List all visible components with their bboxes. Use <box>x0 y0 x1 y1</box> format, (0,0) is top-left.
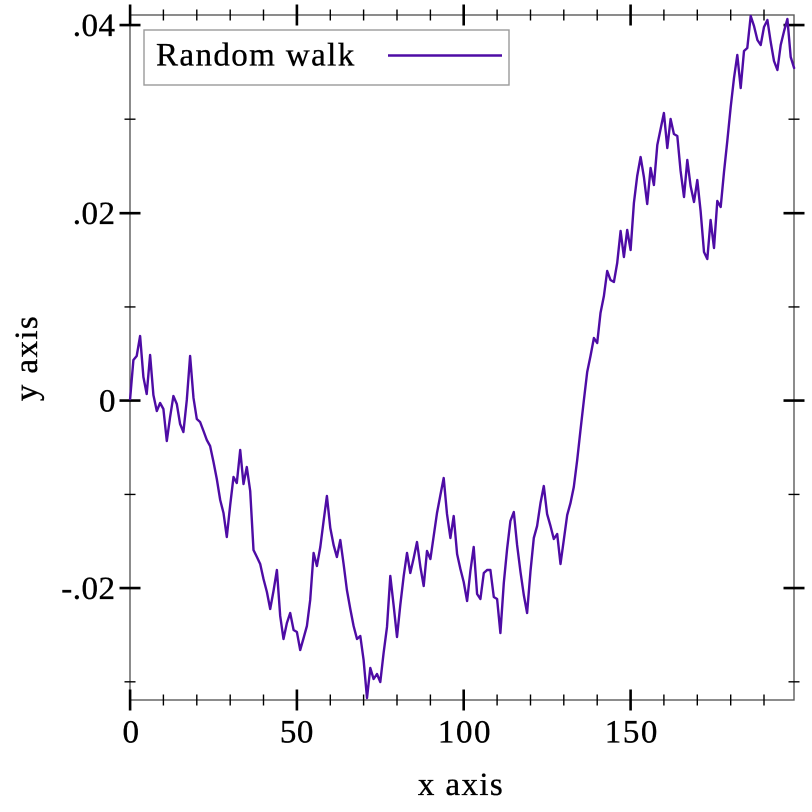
svg-text:0: 0 <box>99 384 116 420</box>
svg-text:.02: .02 <box>73 196 116 232</box>
svg-text:x axis: x axis <box>418 767 504 803</box>
svg-text:50: 50 <box>280 714 314 750</box>
svg-text:-.02: -.02 <box>61 571 115 607</box>
svg-text:y axis: y axis <box>9 315 45 401</box>
svg-text:150: 150 <box>605 714 659 750</box>
svg-text:100: 100 <box>438 714 492 750</box>
svg-text:Random walk: Random walk <box>156 37 356 73</box>
svg-text:.04: .04 <box>73 8 116 44</box>
svg-text:0: 0 <box>122 714 139 750</box>
